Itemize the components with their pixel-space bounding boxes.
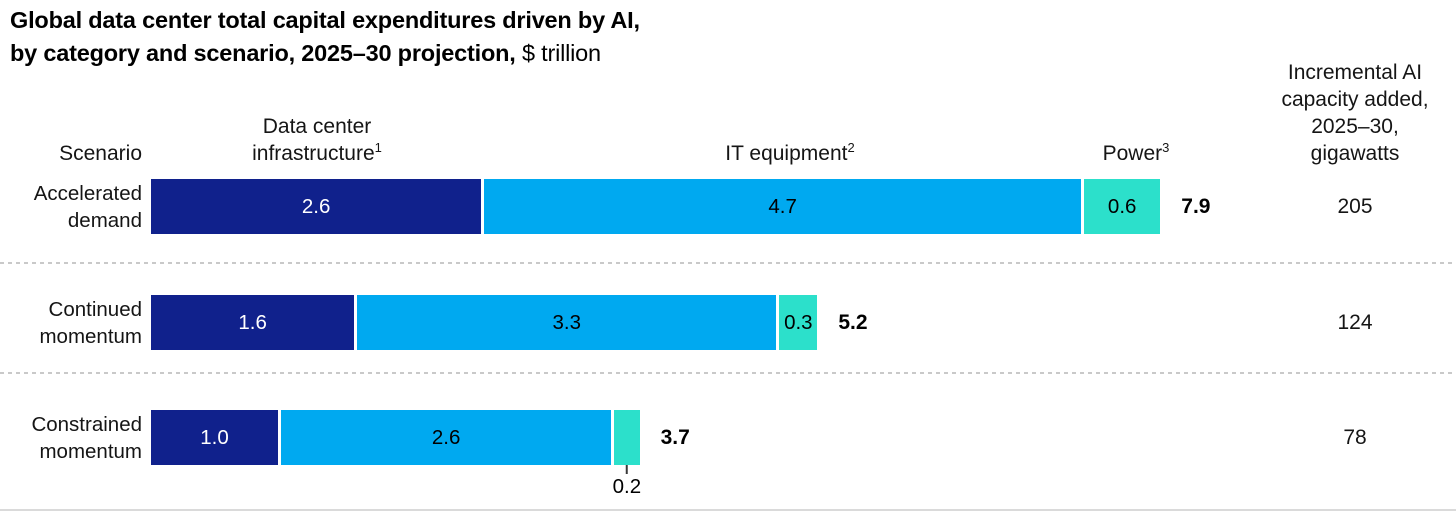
scenario-row-accelerated-demand: Accelerated demand 2.6 4.7 0.6 7.9 205 <box>0 179 1456 234</box>
row-label: Accelerated demand <box>33 181 142 232</box>
chart-title-line2: by category and scenario, 2025–30 projec… <box>10 40 601 66</box>
column-headers: Scenario Data center infrastructure1 IT … <box>0 0 1456 170</box>
stacked-bar: 1.0 2.6 0.2 3.7 <box>151 410 690 498</box>
gigawatts-value: 205 <box>1337 194 1373 218</box>
footnote-marker-3: 3 <box>1162 140 1170 155</box>
header-power: Power3 <box>1102 140 1170 165</box>
bar-value-label: 1.6 <box>238 310 267 334</box>
bar-segment-infrastructure: 2.6 <box>151 179 482 234</box>
header-it-equipment: IT equipment2 <box>725 140 855 165</box>
gigawatts-value: 78 <box>1343 425 1367 449</box>
total-label: 5.2 <box>838 310 868 334</box>
bar-value-label: 2.6 <box>431 425 461 449</box>
bar-value-label: 0.3 <box>784 310 813 334</box>
header-infrastructure-line2: infrastructure1 <box>252 140 382 165</box>
bar-segment-power: 0.2 <box>613 410 641 498</box>
dashed-separator <box>0 372 1456 374</box>
total-label: 3.7 <box>660 425 690 449</box>
bar-segment-it-equipment: 2.6 <box>281 410 612 465</box>
leader-line <box>625 465 628 474</box>
footnote-marker-1: 1 <box>374 140 382 155</box>
bar-segment-infrastructure: 1.6 <box>151 295 355 350</box>
bar-value-label: 2.6 <box>301 194 331 218</box>
chart-title: Global data center total capital expendi… <box>10 4 640 70</box>
below-bar-callout: 0.2 <box>612 465 642 499</box>
stacked-bar: 1.6 3.3 0.3 5.2 <box>151 295 868 350</box>
bar-value-label: 4.7 <box>768 194 797 218</box>
scenario-row-continued-momentum: Continued momentum 1.6 3.3 0.3 5.2 124 <box>0 295 1456 350</box>
header-incremental-capacity: Incremental AI capacity added, 2025–30, … <box>1281 61 1429 165</box>
bar-segment-it-equipment: 3.3 <box>357 295 777 350</box>
chart-unit-label: $ trillion <box>515 40 601 66</box>
bar-value-label: 1.0 <box>200 425 229 449</box>
footnote-marker-2: 2 <box>847 140 855 155</box>
scenario-row-constrained-momentum: Constrained momentum 1.0 2.6 0.2 3.7 78 <box>0 410 1456 498</box>
bar-segment-power: 0.3 <box>779 295 818 350</box>
bar-value-label: 3.3 <box>552 310 581 334</box>
bar-value-label: 0.6 <box>1107 194 1137 218</box>
gigawatts-value: 124 <box>1337 310 1373 334</box>
stacked-bar: 2.6 4.7 0.6 7.9 <box>151 179 1210 234</box>
total-label: 7.9 <box>1181 194 1211 218</box>
header-infrastructure: Data center infrastructure1 <box>167 113 467 167</box>
chart-title-line1: Global data center total capital expendi… <box>10 7 640 33</box>
bar-segment-it-equipment: 4.7 <box>484 179 1082 234</box>
header-scenario: Scenario <box>59 142 142 165</box>
bottom-rule <box>0 509 1456 511</box>
bar-segment-power: 0.6 <box>1084 179 1161 234</box>
bar-value-label: 0.2 <box>612 475 642 498</box>
dashed-separator <box>0 262 1456 264</box>
bar-segment-infrastructure: 1.0 <box>151 410 278 465</box>
row-label: Continued momentum <box>39 297 142 348</box>
header-infrastructure-line1: Data center <box>262 115 372 138</box>
row-label: Constrained momentum <box>31 412 142 463</box>
